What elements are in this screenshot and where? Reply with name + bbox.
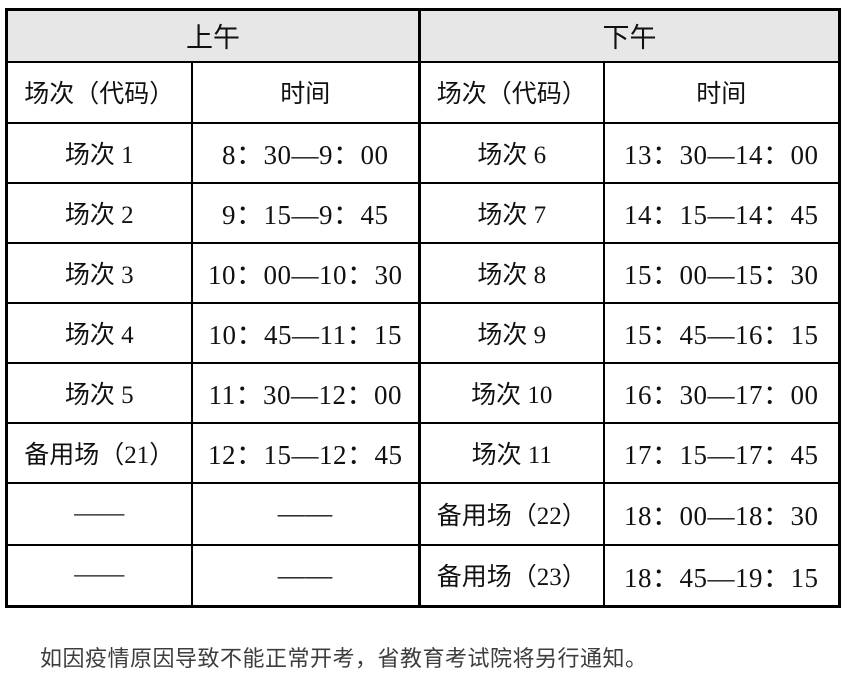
- time-cell: 9：15—9：45: [190, 181, 421, 244]
- afternoon-header: 下午: [418, 8, 841, 63]
- column-header-row: 场次（代码） 时间 场次（代码） 时间: [5, 60, 841, 124]
- time-cell: 18：45—19：15: [602, 543, 841, 608]
- time-cell: 18：00—18：30: [602, 481, 841, 546]
- time-cell: 10：45—11：15: [190, 301, 421, 364]
- time-cell: 17：15—17：45: [602, 421, 841, 484]
- table-row: 场次 1 8：30—9：00 场次 6 13：30—14：00: [5, 121, 841, 184]
- session-cell: 备用场（22）: [418, 481, 605, 546]
- table-row: 场次 3 10：00—10：30 场次 8 15：00—15：30: [5, 241, 841, 304]
- table-row: 备用场（21） 12：15—12：45 场次 11 17：15—17：45: [5, 421, 841, 484]
- morning-header: 上午: [5, 8, 421, 63]
- table-row: 场次 2 9：15—9：45 场次 7 14：15—14：45: [5, 181, 841, 244]
- table-row: 场次 4 10：45—11：15 场次 9 15：45—16：15: [5, 301, 841, 364]
- session-cell: 场次 7: [418, 181, 605, 244]
- col-header-session-afternoon: 场次（代码）: [418, 60, 605, 124]
- table-row: 场次 5 11：30—12：00 场次 10 16：30—17：00: [5, 361, 841, 424]
- session-cell: 场次 9: [418, 301, 605, 364]
- time-cell: 12：15—12：45: [190, 421, 421, 484]
- session-cell: 场次 10: [418, 361, 605, 424]
- table-row: —— —— 备用场（22） 18：00—18：30: [5, 481, 841, 546]
- col-header-session-morning: 场次（代码）: [5, 60, 193, 124]
- footnote: 如因疫情原因导致不能正常开考，省教育考试院将另行通知。: [40, 646, 648, 671]
- table-row: —— —— 备用场（23） 18：45—19：15: [5, 543, 841, 608]
- session-cell: 场次 11: [418, 421, 605, 484]
- page: 上午 下午 场次（代码） 时间 场次（代码） 时间 场次 1 8：30—9：00…: [0, 8, 843, 696]
- time-cell: 10：00—10：30: [190, 241, 421, 304]
- session-cell: 备用场（23）: [418, 543, 605, 608]
- col-header-time-afternoon: 时间: [602, 60, 841, 124]
- time-cell-empty: ——: [190, 481, 421, 546]
- session-cell: 场次 3: [5, 241, 193, 304]
- exam-schedule-table: 上午 下午 场次（代码） 时间 场次（代码） 时间 场次 1 8：30—9：00…: [5, 8, 841, 608]
- period-header-row: 上午 下午: [5, 8, 841, 63]
- time-cell: 13：30—14：00: [602, 121, 841, 184]
- session-cell-empty: ——: [5, 481, 193, 546]
- col-header-time-morning: 时间: [190, 60, 421, 124]
- session-cell: 场次 2: [5, 181, 193, 244]
- session-cell: 场次 4: [5, 301, 193, 364]
- time-cell: 8：30—9：00: [190, 121, 421, 184]
- time-cell: 15：00—15：30: [602, 241, 841, 304]
- session-cell-empty: ——: [5, 543, 193, 608]
- session-cell: 场次 6: [418, 121, 605, 184]
- time-cell: 14：15—14：45: [602, 181, 841, 244]
- time-cell-empty: ——: [190, 543, 421, 608]
- session-cell: 场次 1: [5, 121, 193, 184]
- time-cell: 16：30—17：00: [602, 361, 841, 424]
- session-cell: 场次 5: [5, 361, 193, 424]
- time-cell: 11：30—12：00: [190, 361, 421, 424]
- session-cell: 场次 8: [418, 241, 605, 304]
- time-cell: 15：45—16：15: [602, 301, 841, 364]
- session-cell: 备用场（21）: [5, 421, 193, 484]
